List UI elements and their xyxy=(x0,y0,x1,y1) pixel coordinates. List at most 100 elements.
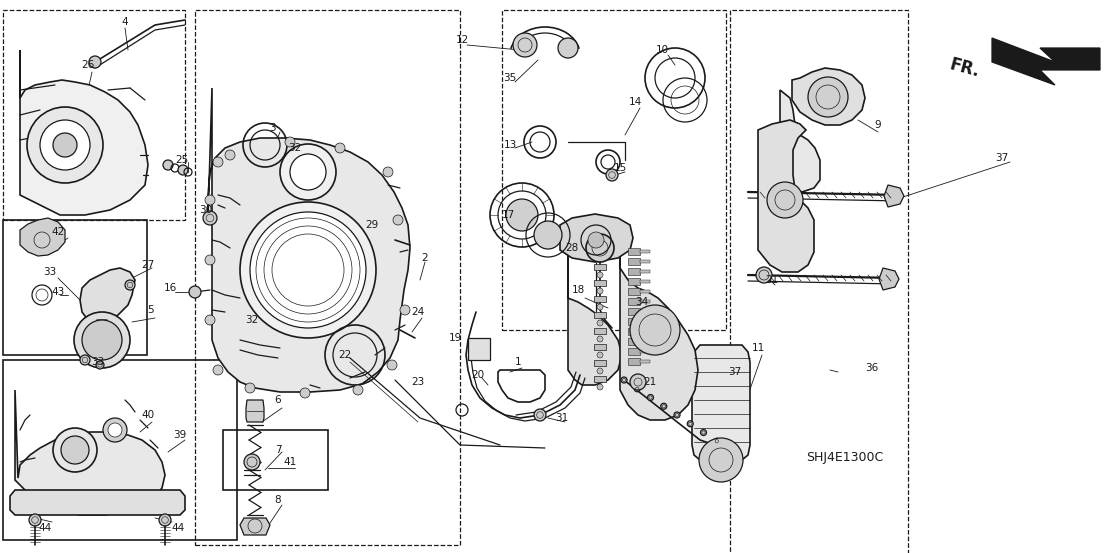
Polygon shape xyxy=(568,240,622,385)
Bar xyxy=(195,10,460,545)
Text: 9: 9 xyxy=(874,120,881,130)
Text: 26: 26 xyxy=(81,60,94,70)
Bar xyxy=(594,312,606,318)
Ellipse shape xyxy=(203,211,217,225)
Bar xyxy=(628,268,640,275)
Text: 32: 32 xyxy=(245,315,258,325)
Ellipse shape xyxy=(205,315,215,325)
Ellipse shape xyxy=(300,388,310,398)
Polygon shape xyxy=(246,400,264,422)
Ellipse shape xyxy=(558,38,578,58)
Ellipse shape xyxy=(29,514,41,526)
Text: 1: 1 xyxy=(515,357,521,367)
Text: 28: 28 xyxy=(565,243,578,253)
Polygon shape xyxy=(208,88,410,392)
Bar xyxy=(3,220,147,355)
Bar xyxy=(640,270,650,273)
Polygon shape xyxy=(758,120,814,272)
Ellipse shape xyxy=(285,137,295,147)
Text: 20: 20 xyxy=(471,370,484,380)
Ellipse shape xyxy=(597,256,603,262)
Text: 44: 44 xyxy=(39,523,52,533)
Bar xyxy=(628,298,640,305)
Text: 42: 42 xyxy=(51,227,64,237)
Polygon shape xyxy=(16,390,165,515)
Text: 12: 12 xyxy=(455,35,469,45)
Polygon shape xyxy=(780,90,820,192)
Bar xyxy=(594,328,606,334)
Bar xyxy=(3,10,185,220)
Bar xyxy=(640,350,650,353)
Text: 37: 37 xyxy=(728,367,741,377)
Bar xyxy=(628,328,640,335)
Ellipse shape xyxy=(634,386,640,392)
Ellipse shape xyxy=(61,436,89,464)
Ellipse shape xyxy=(27,107,103,183)
Ellipse shape xyxy=(82,320,122,360)
Bar xyxy=(640,330,650,333)
Bar xyxy=(640,280,650,283)
Ellipse shape xyxy=(205,255,215,265)
Polygon shape xyxy=(992,38,1100,85)
Polygon shape xyxy=(884,185,904,207)
Bar xyxy=(628,258,640,265)
Text: 39: 39 xyxy=(173,430,186,440)
Text: 33: 33 xyxy=(91,357,104,367)
Text: 44: 44 xyxy=(172,523,185,533)
Text: 43: 43 xyxy=(51,287,64,297)
Text: 5: 5 xyxy=(146,305,153,315)
Text: 11: 11 xyxy=(751,343,765,353)
Ellipse shape xyxy=(383,167,393,177)
Bar xyxy=(594,296,606,302)
Ellipse shape xyxy=(620,377,627,383)
Text: 4: 4 xyxy=(122,17,129,27)
Ellipse shape xyxy=(74,312,130,368)
Text: 41: 41 xyxy=(284,457,297,467)
Text: 10: 10 xyxy=(656,45,668,55)
Ellipse shape xyxy=(808,77,848,117)
Ellipse shape xyxy=(205,195,215,205)
Ellipse shape xyxy=(393,215,403,225)
Ellipse shape xyxy=(163,160,173,170)
Ellipse shape xyxy=(96,361,104,369)
Text: 27: 27 xyxy=(142,260,155,270)
Ellipse shape xyxy=(767,182,803,218)
Polygon shape xyxy=(20,218,65,256)
Text: 35: 35 xyxy=(503,73,516,83)
Bar xyxy=(640,290,650,293)
Text: 15: 15 xyxy=(614,163,627,173)
Text: 3: 3 xyxy=(268,123,275,133)
Ellipse shape xyxy=(597,272,603,278)
Polygon shape xyxy=(620,240,698,420)
Bar xyxy=(3,360,237,540)
Ellipse shape xyxy=(597,304,603,310)
Ellipse shape xyxy=(513,33,537,57)
Text: 40: 40 xyxy=(142,410,154,420)
Ellipse shape xyxy=(606,169,618,181)
Ellipse shape xyxy=(597,384,603,390)
Text: 31: 31 xyxy=(555,413,568,423)
Ellipse shape xyxy=(534,221,562,249)
Bar xyxy=(594,264,606,270)
Bar xyxy=(628,318,640,325)
Text: SHJ4E1300C: SHJ4E1300C xyxy=(807,451,883,465)
Bar xyxy=(640,260,650,263)
Text: 19: 19 xyxy=(449,333,462,343)
Ellipse shape xyxy=(674,412,680,418)
Text: 2: 2 xyxy=(422,253,429,263)
Text: 16: 16 xyxy=(163,283,176,293)
Ellipse shape xyxy=(630,305,680,355)
Ellipse shape xyxy=(588,232,604,248)
Ellipse shape xyxy=(280,144,336,200)
Ellipse shape xyxy=(103,418,127,442)
Polygon shape xyxy=(10,490,185,515)
Bar xyxy=(640,360,650,363)
Ellipse shape xyxy=(534,409,546,421)
Ellipse shape xyxy=(89,56,101,68)
Ellipse shape xyxy=(647,394,654,400)
Ellipse shape xyxy=(597,352,603,358)
Bar xyxy=(640,320,650,323)
Bar xyxy=(628,348,640,355)
Text: 21: 21 xyxy=(766,275,779,285)
Ellipse shape xyxy=(400,305,410,315)
